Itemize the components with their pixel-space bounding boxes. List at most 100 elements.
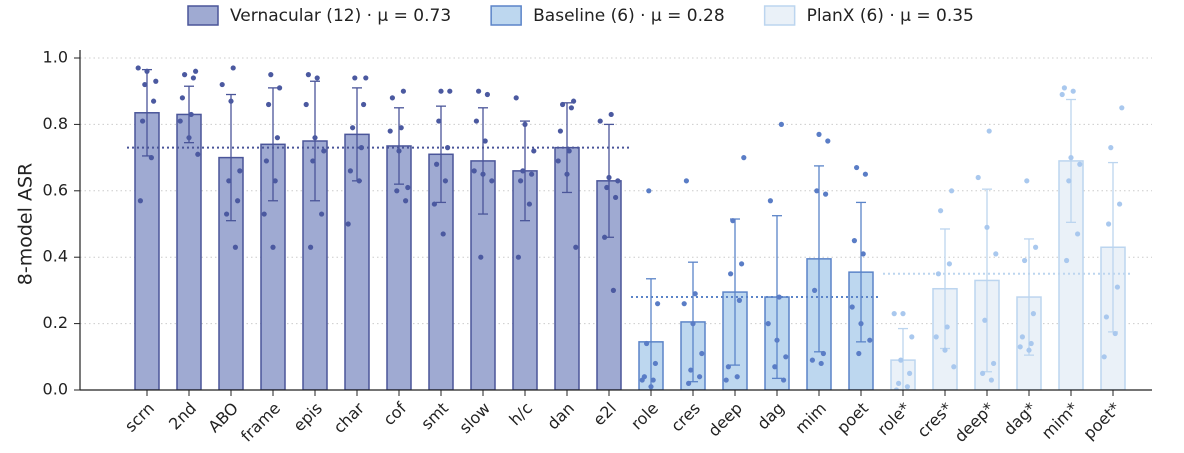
data-point: [358, 145, 364, 151]
data-point: [442, 178, 448, 184]
data-point: [767, 198, 774, 204]
data-point: [639, 377, 645, 383]
data-point: [434, 161, 440, 167]
data-point: [476, 88, 482, 94]
data-point: [849, 304, 855, 310]
data-point: [783, 354, 789, 360]
data-point: [531, 148, 537, 154]
data-point: [237, 168, 243, 174]
data-point: [1061, 85, 1067, 91]
data-point: [555, 158, 561, 164]
data-point: [228, 98, 234, 104]
data-point: [741, 155, 747, 161]
x-tick-label: deep: [704, 399, 746, 441]
data-point: [144, 68, 150, 74]
y-tick-label: 0.2: [43, 313, 68, 332]
data-point: [909, 334, 915, 340]
data-point: [1070, 88, 1076, 94]
data-point: [610, 287, 617, 293]
y-tick-label: 0.4: [43, 247, 68, 266]
data-point: [303, 101, 309, 108]
data-point: [473, 118, 479, 124]
data-point: [179, 95, 185, 101]
data-point: [356, 178, 362, 184]
data-point: [907, 370, 913, 376]
x-tick-label: poet: [833, 399, 872, 438]
x-tick-label: mim: [791, 399, 830, 438]
legend-swatch: [187, 5, 219, 26]
data-point: [986, 128, 992, 134]
data-point: [529, 171, 535, 177]
data-point: [765, 321, 771, 327]
data-point: [277, 85, 283, 91]
y-tick-label: 0.0: [43, 380, 68, 399]
data-point: [730, 218, 736, 224]
data-point: [723, 377, 729, 383]
data-point: [566, 148, 572, 154]
data-point: [440, 231, 446, 237]
data-point: [389, 95, 395, 101]
legend-label: Vernacular (12) · μ = 0.73: [230, 6, 451, 26]
data-point: [193, 68, 199, 74]
data-point: [363, 75, 369, 81]
data-point: [683, 178, 690, 184]
data-point: [778, 121, 785, 127]
data-point: [686, 380, 692, 386]
data-point: [352, 75, 358, 81]
x-tick-label: dan: [543, 399, 578, 434]
data-point: [644, 340, 650, 347]
data-point: [405, 184, 411, 191]
data-point: [862, 171, 869, 177]
data-point: [1059, 91, 1065, 98]
data-point: [1112, 330, 1118, 337]
data-point: [177, 118, 183, 124]
x-tick-label: epis: [289, 399, 326, 436]
data-point: [266, 101, 272, 108]
x-tick-label: poet*: [1079, 399, 1124, 444]
x-tick-label: frame: [237, 399, 284, 446]
data-point: [1066, 178, 1072, 184]
data-point: [263, 158, 269, 164]
data-point: [1064, 257, 1070, 264]
data-point: [728, 271, 734, 277]
data-point: [321, 148, 327, 154]
data-point: [431, 201, 437, 207]
data-point: [1106, 221, 1112, 227]
data-point: [235, 198, 241, 204]
x-tick-label: e2l: [589, 399, 620, 430]
data-point: [573, 244, 579, 250]
legend-label: PlanX (6) · μ = 0.35: [807, 6, 974, 26]
data-point: [736, 297, 743, 303]
data-point: [1103, 314, 1109, 320]
data-point: [438, 88, 444, 94]
data-point: [268, 72, 274, 78]
x-tick-label: slow: [455, 399, 494, 438]
data-point: [891, 311, 897, 317]
data-point: [1033, 244, 1039, 250]
data-point: [652, 360, 659, 367]
data-point: [774, 337, 780, 343]
data-point: [148, 155, 154, 161]
data-point: [949, 188, 955, 194]
data-point: [900, 311, 906, 317]
data-point: [526, 201, 533, 207]
data-point: [772, 364, 778, 370]
data-point: [182, 72, 188, 78]
data-point: [988, 377, 995, 383]
data-point: [608, 111, 614, 118]
data-point: [818, 360, 824, 367]
data-point: [403, 198, 409, 204]
data-point: [137, 198, 143, 204]
data-point: [938, 208, 944, 214]
data-point: [1022, 257, 1028, 264]
data-point: [188, 111, 194, 118]
x-tick-label: mim*: [1038, 399, 1082, 443]
data-point: [482, 138, 488, 144]
data-point: [980, 370, 986, 376]
data-point: [1024, 178, 1030, 184]
data-point: [820, 350, 827, 357]
data-point: [655, 301, 661, 307]
data-point: [396, 148, 402, 154]
data-point: [1101, 354, 1107, 360]
x-tick-label: smt: [417, 399, 452, 434]
